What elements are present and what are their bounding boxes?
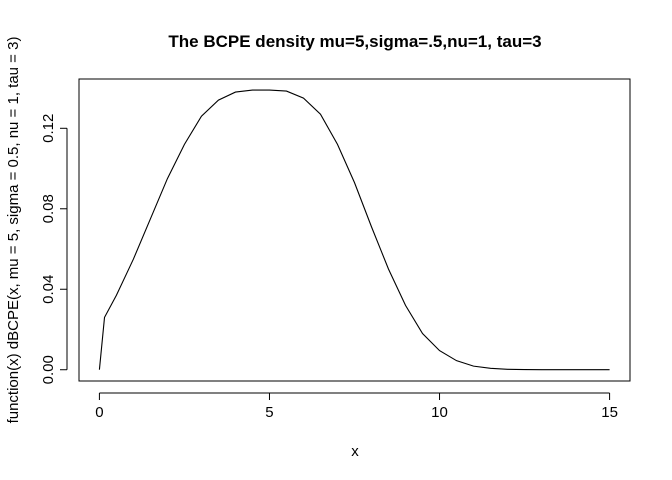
plot-frame — [78, 78, 631, 382]
y-tick-label: 0.04 — [40, 275, 57, 304]
x-tick-label: 15 — [601, 404, 618, 421]
density-curve — [98, 89, 610, 371]
y-tick-label: 0.00 — [40, 355, 57, 384]
x-axis-label: x — [351, 443, 359, 460]
y-tick-label: 0.08 — [40, 194, 57, 223]
x-tick-label: 10 — [431, 404, 448, 421]
y-axis-label: function(x) dBCPE(x, mu = 5, sigma = 0.5… — [5, 37, 22, 424]
x-tick-label: 5 — [265, 404, 273, 421]
chart-title: The BCPE density mu=5,sigma=.5,nu=1, tau… — [168, 32, 541, 51]
y-tick-label: 0.12 — [40, 114, 57, 143]
y-axis: 0.00 0.04 0.08 0.12 — [40, 114, 68, 384]
x-axis: 0 5 10 15 — [95, 392, 618, 421]
x-tick-label: 0 — [95, 404, 103, 421]
